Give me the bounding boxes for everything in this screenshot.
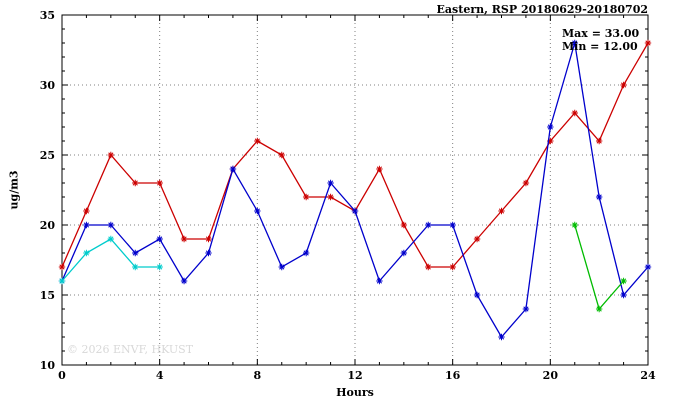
- marker-red-series: [205, 235, 212, 243]
- marker-red-series: [376, 165, 383, 173]
- marker-blue-series: [595, 193, 603, 201]
- series-line-cyan-series: [61, 238, 160, 282]
- x-tick-label: 12: [347, 369, 362, 382]
- marker-red-series: [571, 109, 578, 117]
- marker-red-series: [254, 137, 261, 145]
- marker-red-series: [58, 263, 66, 271]
- y-axis-label: ug/m3: [7, 170, 21, 210]
- marker-red-series: [498, 207, 505, 215]
- marker-cyan-series: [58, 277, 66, 285]
- marker-blue-series: [425, 221, 432, 229]
- marker-red-series: [327, 193, 334, 201]
- marker-blue-series: [107, 221, 115, 229]
- marker-green-series: [571, 221, 578, 229]
- marker-red-series: [473, 235, 481, 243]
- marker-red-series: [522, 179, 530, 187]
- max-min-annotation: Max = 33.00 Min = 12.00: [562, 27, 639, 53]
- marker-red-series: [449, 263, 456, 271]
- marker-blue-series: [132, 249, 139, 257]
- marker-blue-series: [327, 179, 334, 187]
- marker-blue-series: [180, 277, 188, 285]
- marker-red-series: [83, 207, 90, 215]
- x-axis-label: Hours: [336, 386, 374, 399]
- marker-red-series: [400, 221, 408, 229]
- marker-red-series: [156, 179, 163, 187]
- marker-cyan-series: [132, 263, 139, 271]
- x-tick-label: 24: [640, 369, 656, 382]
- y-tick-label: 35: [40, 9, 55, 22]
- marker-blue-series: [547, 123, 554, 131]
- marker-cyan-series: [83, 249, 90, 257]
- marker-blue-series: [449, 221, 456, 229]
- marker-green-series: [620, 277, 627, 285]
- x-tick-label: 4: [156, 369, 164, 382]
- y-tick-label: 10: [40, 359, 56, 372]
- marker-blue-series: [644, 263, 652, 271]
- x-tick-label: 8: [254, 369, 262, 382]
- marker-red-series: [620, 81, 627, 89]
- min-annotation: Min = 12.00: [562, 40, 638, 53]
- marker-blue-series: [400, 249, 408, 257]
- x-tick-label: 0: [58, 369, 66, 382]
- marker-blue-series: [620, 291, 627, 299]
- max-annotation: Max = 33.00: [562, 27, 640, 40]
- marker-blue-series: [156, 235, 163, 243]
- y-tick-label: 20: [40, 219, 56, 232]
- marker-blue-series: [205, 249, 212, 257]
- marker-blue-series: [254, 207, 261, 215]
- marker-blue-series: [229, 165, 237, 173]
- x-tick-label: 20: [543, 369, 559, 382]
- marker-red-series: [302, 193, 310, 201]
- marker-blue-series: [83, 221, 90, 229]
- marker-red-series: [132, 179, 139, 187]
- marker-blue-series: [498, 333, 505, 341]
- marker-red-series: [425, 263, 432, 271]
- marker-blue-series: [278, 263, 285, 271]
- y-tick-label: 15: [40, 289, 55, 302]
- marker-blue-series: [302, 249, 310, 257]
- marker-red-series: [547, 137, 554, 145]
- y-tick-label: 30: [40, 79, 56, 92]
- marker-red-series: [278, 151, 285, 159]
- marker-cyan-series: [156, 263, 163, 271]
- marker-red-series: [644, 39, 652, 47]
- marker-cyan-series: [107, 235, 115, 243]
- y-tick-label: 25: [40, 149, 55, 162]
- marker-green-series: [595, 305, 603, 313]
- marker-blue-series: [376, 277, 383, 285]
- marker-blue-series: [522, 305, 530, 313]
- marker-blue-series: [571, 39, 578, 47]
- watermark: © 2026 ENVF, HKUST: [67, 343, 194, 356]
- marker-blue-series: [473, 291, 481, 299]
- marker-blue-series: [351, 207, 359, 215]
- marker-red-series: [180, 235, 188, 243]
- chart-title: Eastern, RSP 20180629-20180702: [436, 3, 648, 16]
- marker-red-series: [107, 151, 115, 159]
- marker-red-series: [595, 137, 603, 145]
- x-tick-label: 16: [445, 369, 461, 382]
